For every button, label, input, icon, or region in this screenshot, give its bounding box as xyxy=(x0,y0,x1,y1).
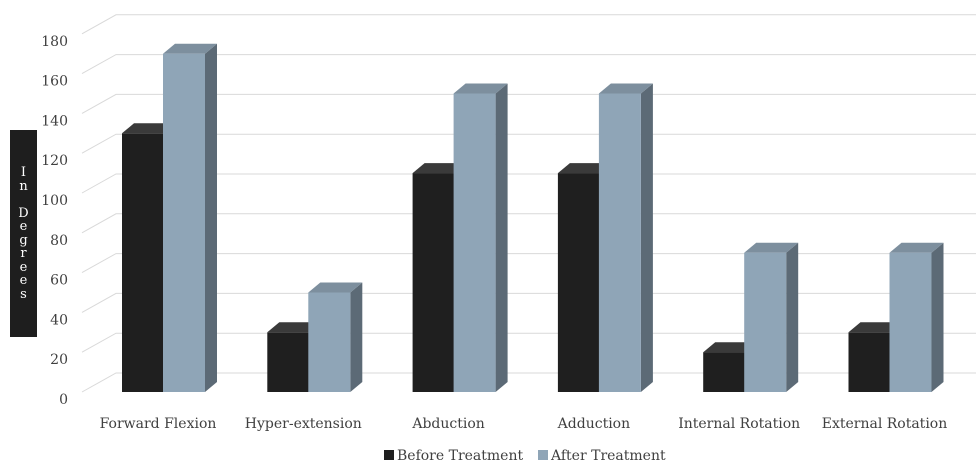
y-tick-label: 180 xyxy=(41,34,68,50)
x-category-label: External Rotation xyxy=(822,416,948,432)
y-label-char: e xyxy=(19,259,28,275)
y-label-char: e xyxy=(19,273,28,288)
legend-swatch-before xyxy=(384,450,394,460)
bar-before-internal-rotation xyxy=(703,342,758,392)
legend-swatch-after xyxy=(538,450,548,460)
gridline-180 xyxy=(81,14,976,35)
gridline-160 xyxy=(81,54,976,75)
y-label-char: s xyxy=(20,286,27,302)
x-category-label: Hyper-extension xyxy=(245,416,362,432)
x-axis-categories: Forward Flexion Hyper-extension Abduction A… xyxy=(100,416,948,432)
y-tick-label: 40 xyxy=(50,312,68,328)
x-category-label: Abduction xyxy=(411,416,484,432)
y-tick-label: 100 xyxy=(41,193,68,209)
bar-after-hyper-extension xyxy=(308,282,363,392)
y-label-char: r xyxy=(20,246,27,261)
x-category-label: Forward Flexion xyxy=(100,416,217,432)
y-label-char: e xyxy=(19,219,28,234)
y-axis-ticks: 0 20 40 60 80 100 120 140 160 180 xyxy=(41,34,68,408)
bar-after-adduction xyxy=(598,83,653,392)
y-label-char: D xyxy=(18,205,29,221)
gridline-140 xyxy=(81,93,976,114)
gridline-20 xyxy=(81,332,976,353)
gridline-120 xyxy=(81,133,976,154)
bars xyxy=(122,43,944,393)
x-category-label: Internal Rotation xyxy=(678,416,800,432)
y-tick-label: 80 xyxy=(50,233,68,249)
bar-after-internal-rotation xyxy=(744,242,799,392)
y-tick-label: 0 xyxy=(59,392,68,408)
x-category-label: Adduction xyxy=(557,416,630,432)
y-tick-label: 20 xyxy=(50,352,68,368)
legend: Before Treatment After Treatment xyxy=(384,448,666,464)
legend-label-after: After Treatment xyxy=(550,448,666,464)
y-label-char: I xyxy=(20,165,27,180)
y-label-char: n xyxy=(19,178,28,194)
gridline-80 xyxy=(81,213,976,234)
bar-after-abduction xyxy=(453,83,508,392)
bar-after-external-rotation xyxy=(889,242,944,392)
gridline-40 xyxy=(81,292,976,313)
legend-label-before: Before Treatment xyxy=(397,448,523,464)
y-tick-label: 160 xyxy=(41,74,68,90)
y-tick-label: 140 xyxy=(41,113,68,129)
gridline-0 xyxy=(81,372,976,393)
bar-after-forward-flexion xyxy=(163,43,217,392)
gridline-60 xyxy=(81,253,976,274)
gridline-100 xyxy=(81,173,976,194)
y-label-char: g xyxy=(19,232,28,248)
y-tick-label: 60 xyxy=(50,273,68,289)
gridlines xyxy=(81,14,976,393)
y-tick-label: 120 xyxy=(41,153,68,169)
y-label-char xyxy=(21,193,25,207)
